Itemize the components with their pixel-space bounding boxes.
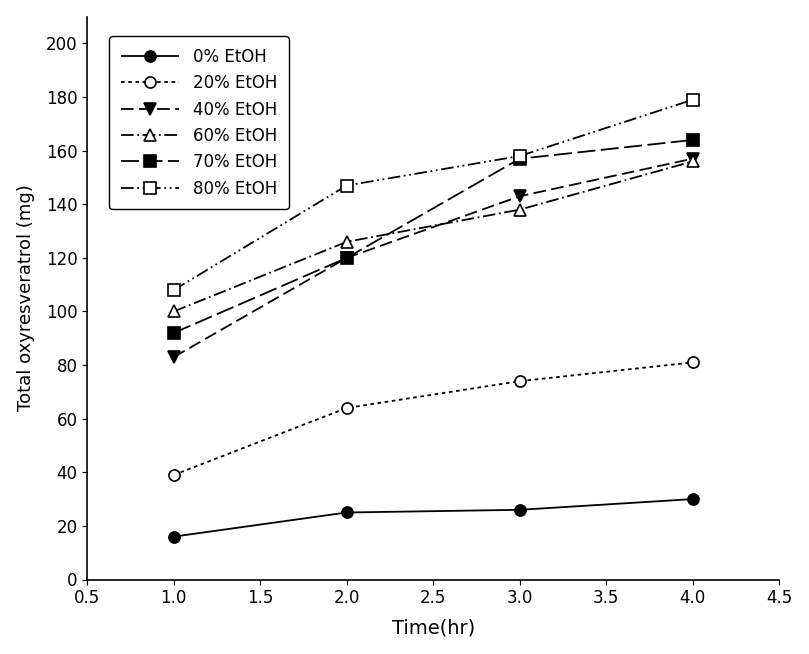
70% EtOH [515, 155, 524, 163]
Line: 70% EtOH: 70% EtOH [168, 135, 698, 339]
70% EtOH [169, 329, 179, 337]
80% EtOH [515, 152, 524, 160]
Line: 60% EtOH: 60% EtOH [167, 155, 699, 318]
60% EtOH [515, 206, 524, 214]
40% EtOH [342, 254, 352, 262]
0% EtOH [342, 509, 352, 517]
20% EtOH [169, 471, 179, 479]
Line: 80% EtOH: 80% EtOH [168, 94, 698, 296]
20% EtOH [515, 377, 524, 385]
80% EtOH [169, 286, 179, 294]
80% EtOH [688, 96, 697, 104]
60% EtOH [169, 307, 179, 315]
20% EtOH [688, 358, 697, 366]
Y-axis label: Total oxyresveratrol (mg): Total oxyresveratrol (mg) [17, 184, 35, 411]
80% EtOH [342, 182, 352, 190]
20% EtOH [342, 404, 352, 412]
0% EtOH [169, 533, 179, 541]
70% EtOH [688, 136, 697, 144]
40% EtOH [515, 192, 524, 200]
70% EtOH [342, 254, 352, 262]
Line: 40% EtOH: 40% EtOH [167, 152, 699, 363]
X-axis label: Time(hr): Time(hr) [392, 618, 475, 638]
0% EtOH [515, 506, 524, 514]
Line: 20% EtOH: 20% EtOH [168, 357, 698, 481]
60% EtOH [342, 238, 352, 246]
0% EtOH [688, 495, 697, 503]
60% EtOH [688, 158, 697, 165]
40% EtOH [688, 155, 697, 163]
40% EtOH [169, 353, 179, 361]
Line: 0% EtOH: 0% EtOH [168, 494, 698, 542]
Legend: 0% EtOH, 20% EtOH, 40% EtOH, 60% EtOH, 70% EtOH, 80% EtOH: 0% EtOH, 20% EtOH, 40% EtOH, 60% EtOH, 7… [109, 36, 289, 209]
